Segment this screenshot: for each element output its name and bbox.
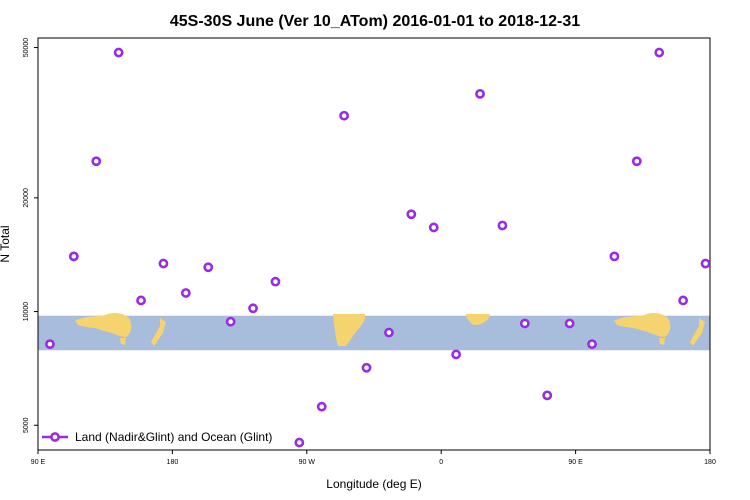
legend-label: Land (Nadir&Glint) and Ocean (Glint) <box>75 430 272 444</box>
data-point <box>225 316 236 327</box>
data-point <box>136 295 146 306</box>
ocean-band <box>38 315 710 351</box>
data-point <box>700 258 710 269</box>
data-point <box>631 156 642 167</box>
data-point <box>68 251 79 262</box>
x-tick-label: 90 E <box>568 459 583 466</box>
legend: Land (Nadir&Glint) and Ocean (Glint) <box>42 430 272 444</box>
data-point <box>406 209 417 220</box>
data-point <box>91 156 102 167</box>
land-shapes <box>75 313 705 346</box>
data-point <box>542 390 553 401</box>
data-point <box>339 110 350 121</box>
y-axis: 5000 10000 20000 50000 <box>23 38 38 433</box>
new-zealand-shape <box>151 318 166 346</box>
data-point <box>519 318 530 329</box>
y-tick-label: 10000 <box>23 302 30 322</box>
data-point <box>587 339 597 350</box>
y-tick-label: 5000 <box>23 417 30 433</box>
world-map-band <box>38 313 710 351</box>
x-axis-label: Longitude (deg E) <box>326 477 421 491</box>
x-tick-label: 180 <box>167 459 179 466</box>
data-point <box>654 47 665 58</box>
data-points <box>45 47 710 448</box>
australia-shape <box>75 313 132 337</box>
data-point <box>270 276 281 287</box>
x-tick-label: 180 <box>704 459 716 466</box>
data-point <box>45 339 55 350</box>
x-axis: 90 E 180 90 W 0 90 E 180 <box>31 450 716 466</box>
tasmania-shape <box>120 338 126 345</box>
y-tick-label: 20000 <box>23 188 30 208</box>
data-point <box>361 362 372 373</box>
data-point <box>180 288 191 298</box>
south-africa-shape <box>466 314 490 325</box>
south-america-shape <box>333 314 366 346</box>
data-point <box>248 303 258 314</box>
chart-title: 45S-30S June (Ver 10_ATom) 2016-01-01 to… <box>170 13 580 30</box>
plot-frame <box>37 37 711 451</box>
legend-marker-swatch <box>50 432 60 442</box>
data-point <box>428 222 439 233</box>
x-tick-label: 0 <box>439 459 443 466</box>
data-point <box>451 349 462 360</box>
x-tick-label: 90 E <box>31 459 46 466</box>
tasmania-shape-repeat <box>659 338 665 345</box>
data-point <box>384 327 394 338</box>
data-point <box>475 88 485 99</box>
data-point <box>158 258 169 269</box>
data-point <box>609 251 620 262</box>
data-point <box>113 47 124 58</box>
data-point <box>316 401 327 412</box>
y-tick-label: 50000 <box>23 38 30 58</box>
new-zealand-shape-repeat <box>690 318 705 346</box>
data-point <box>203 262 214 273</box>
data-point <box>678 295 689 306</box>
australia-shape-repeat <box>614 313 671 337</box>
data-point <box>497 220 508 231</box>
data-point <box>564 318 575 329</box>
x-tick-label: 90 W <box>299 459 316 466</box>
y-axis-label: N Total <box>0 225 12 262</box>
data-point <box>294 437 305 448</box>
